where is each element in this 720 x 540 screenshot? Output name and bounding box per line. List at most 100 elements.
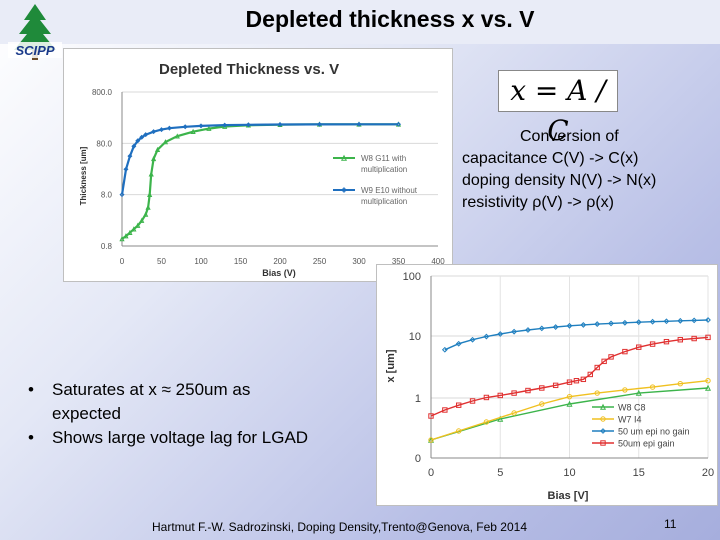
page-title: Depleted thickness x vs. V xyxy=(245,6,535,32)
chart2-point xyxy=(649,384,656,390)
chart2-point xyxy=(677,381,683,387)
chart1-legend-label: multiplication xyxy=(361,197,407,206)
chart2-point xyxy=(649,341,656,347)
chart1-point xyxy=(174,133,180,139)
conversion-line: doping density N(V) -> N(x) xyxy=(462,172,657,189)
chart2-point xyxy=(511,390,517,396)
chart1-x-tick-label: 100 xyxy=(194,257,208,266)
chart2-point xyxy=(456,428,462,434)
bullet-text: expected xyxy=(52,404,121,423)
chart1-xlabel: Bias (V) xyxy=(262,268,296,278)
chart1-point xyxy=(148,171,154,177)
chart2-point xyxy=(608,320,614,327)
chart2-point xyxy=(705,317,711,323)
bullet-list: • Saturates at x ≈ 250um as expected • S… xyxy=(28,378,308,450)
chart2-point xyxy=(497,415,504,422)
chart2-legend-marker xyxy=(600,440,606,446)
chart2-point xyxy=(594,364,600,371)
bullet-text: Shows large voltage lag for LGAD xyxy=(52,428,309,447)
chart2-point xyxy=(566,393,573,400)
chart2-point xyxy=(442,407,448,413)
chart1-point xyxy=(119,192,125,198)
chart2-point xyxy=(566,322,573,329)
chart1-point xyxy=(154,146,161,153)
chart1-point xyxy=(277,122,283,128)
bullet-text: Saturates at x ≈ 250um as xyxy=(52,380,251,399)
chart2-point xyxy=(483,333,490,340)
chart2-point xyxy=(622,387,628,393)
chart2-point xyxy=(705,378,711,384)
chart2-point xyxy=(705,334,711,341)
chart1-point xyxy=(206,125,212,131)
chart1-point xyxy=(182,124,188,130)
bullet-item: • Shows large voltage lag for LGAD xyxy=(28,426,308,450)
chart1-point xyxy=(356,121,362,127)
chart2-xlabel: Bias [V] xyxy=(548,490,589,502)
chart2-point xyxy=(441,346,448,353)
chart2-legend-label: W7 I4 xyxy=(618,415,642,425)
chart2-point xyxy=(511,410,517,416)
chart1-point xyxy=(151,129,157,135)
chart2-y-tick-label: 0 xyxy=(415,453,421,465)
chart2-y-tick-label: 100 xyxy=(403,271,421,283)
chart1-point xyxy=(135,222,141,228)
chart2-point xyxy=(428,413,434,419)
chart2-point xyxy=(483,419,490,425)
chart2-point xyxy=(573,378,580,384)
chart2-point xyxy=(663,318,670,325)
chart1-point xyxy=(139,217,145,223)
chart1-point xyxy=(190,128,196,134)
chart2-point xyxy=(691,317,698,324)
chart1-point xyxy=(395,121,402,127)
chart2-y-tick-label: 1 xyxy=(415,393,421,405)
chart1-point xyxy=(123,166,129,172)
chart2-point xyxy=(497,331,504,337)
chart2-legend-marker xyxy=(600,416,606,422)
chart1-x-tick-label: 400 xyxy=(431,257,445,266)
chart2-point xyxy=(601,358,607,365)
conversion-text: Conversion of capacitance C(V) -> C(x) d… xyxy=(462,126,712,214)
chart2-point xyxy=(552,382,559,389)
chart1-x-tick-label: 0 xyxy=(120,257,125,266)
title-bar xyxy=(0,0,720,44)
chart1-point xyxy=(147,191,153,197)
chart1-x-tick-label: 350 xyxy=(392,257,406,266)
chart1-x-tick-label: 50 xyxy=(157,257,166,266)
formula: x = A / C xyxy=(498,70,618,147)
chart2-point xyxy=(566,379,573,385)
chart1-point xyxy=(131,226,137,232)
chart2-point xyxy=(525,387,531,394)
chart2-x-tick-label: 15 xyxy=(633,467,645,479)
depleted-thickness-chart: Depleted Thickness vs. V 0.8 8.0 80.0 800.0… xyxy=(63,48,453,282)
bullet-symbol: • xyxy=(28,428,34,447)
bullet-item: • Saturates at x ≈ 250um as xyxy=(28,378,308,402)
chart1-legend-marker xyxy=(340,154,348,161)
chart1-point xyxy=(139,134,145,140)
chart1-x-tick-label: 300 xyxy=(352,257,366,266)
chart2-point xyxy=(469,398,476,404)
chart1-legend-label: W8 G11 with xyxy=(361,154,406,163)
chart1-point xyxy=(145,204,151,210)
chart1-point xyxy=(143,211,149,217)
chart2-point xyxy=(677,337,684,343)
chart2-point xyxy=(608,354,614,360)
chart2-point xyxy=(704,384,712,391)
chart1-x-tick-label: 150 xyxy=(234,257,248,266)
chart2-series-line-2 xyxy=(430,380,709,441)
chart2-point xyxy=(455,340,462,347)
chart1-point xyxy=(131,143,137,149)
chart1-point xyxy=(143,132,149,138)
chart2-point xyxy=(635,389,642,396)
chart1-y-tick-label: 0.8 xyxy=(101,242,113,251)
chart1-point xyxy=(222,122,228,128)
depletion-depth-chart: 0 1 10 100 0 5 10 15 20 W8 C8 W7 I4 50 um epi no g… xyxy=(376,264,718,506)
conversion-line: Conversion of xyxy=(520,128,619,145)
chart2-x-tick-label: 10 xyxy=(563,467,575,479)
chart2-point xyxy=(552,324,559,330)
chart2-x-tick-label: 0 xyxy=(428,467,434,479)
chart2-point xyxy=(594,390,600,396)
scipp-logo: SCIPP xyxy=(8,4,62,60)
chart1-ylabel: Thickness [um] xyxy=(79,146,88,205)
chart1-y-tick-label: 8.0 xyxy=(101,191,113,200)
chart2-point xyxy=(621,319,628,326)
